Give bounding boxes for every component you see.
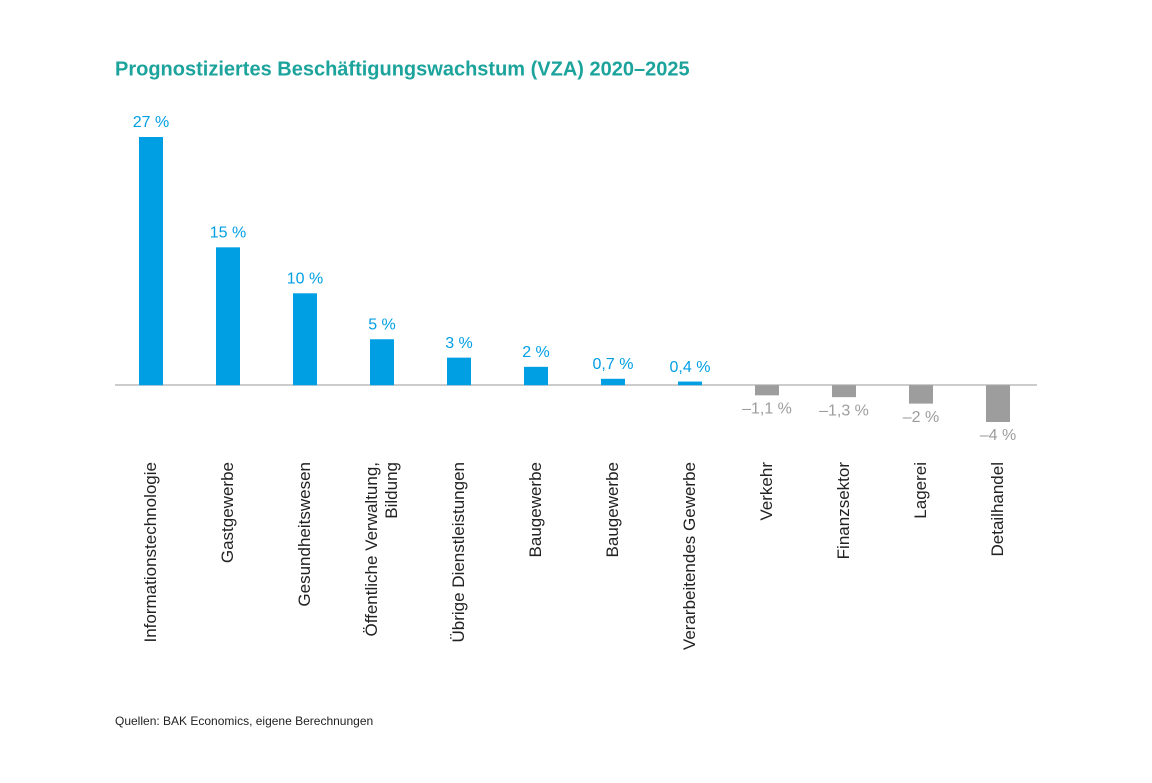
- x-tick-label: Baugewerbe: [526, 462, 545, 558]
- bar: [139, 137, 163, 386]
- x-tick-label: Übrige Dienstleistungen: [449, 462, 468, 643]
- value-label: 5 %: [368, 316, 396, 333]
- bar: [832, 385, 856, 398]
- value-label: –1,1 %: [742, 401, 792, 418]
- source-note: Quellen: BAK Economics, eigene Berechnun…: [115, 714, 373, 728]
- x-tick-label: Informationstechnologie: [141, 462, 160, 643]
- x-tick-label: Finanzsektor: [834, 462, 853, 560]
- x-tick-label: Gesundheitswesen: [295, 462, 314, 607]
- bar: [601, 378, 625, 386]
- x-tick-label: Verkehr: [757, 462, 776, 521]
- bar: [755, 385, 779, 396]
- value-label: 0,4 %: [670, 359, 711, 376]
- value-label: –1,3 %: [819, 402, 869, 419]
- x-tick-label: Lagerei: [911, 462, 930, 519]
- value-label: 10 %: [287, 271, 323, 288]
- bar: [678, 381, 702, 386]
- x-tick-label: Baugewerbe: [603, 462, 622, 558]
- bar: [216, 247, 240, 386]
- x-tick-label: Detailhandel: [988, 462, 1007, 557]
- value-label: 2 %: [522, 344, 550, 361]
- bar: [447, 357, 471, 386]
- chart-title: Prognostiziertes Beschäftigungswachstum …: [115, 58, 690, 80]
- x-tick-label: Verarbeitendes Gewerbe: [680, 462, 699, 651]
- value-label: 0,7 %: [593, 356, 634, 373]
- bar: [986, 385, 1010, 422]
- x-tick-label: Gastgewerbe: [218, 462, 237, 564]
- value-label: 3 %: [445, 335, 473, 352]
- bar: [293, 293, 317, 386]
- value-label: –4 %: [980, 427, 1016, 444]
- value-label: –2 %: [903, 409, 939, 426]
- bar: [909, 385, 933, 404]
- bar: [370, 339, 394, 386]
- value-label: 27 %: [133, 114, 169, 131]
- value-label: 15 %: [210, 225, 246, 242]
- x-tick-label: Öffentliche Verwaltung, Bildung: [362, 462, 401, 637]
- bar: [524, 366, 548, 386]
